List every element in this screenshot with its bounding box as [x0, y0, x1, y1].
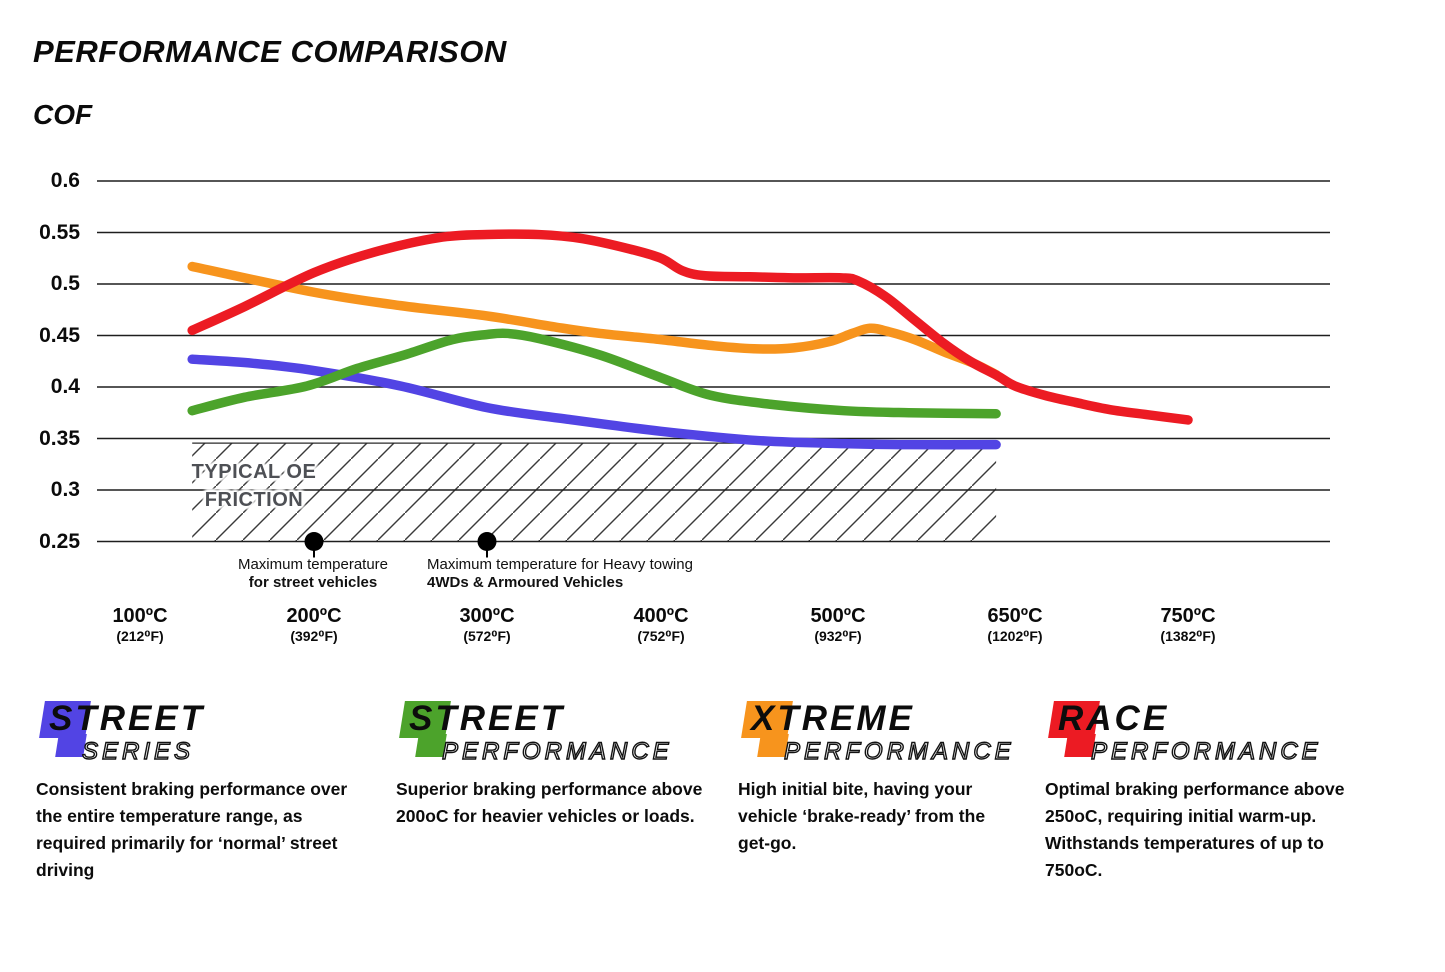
- y-axis-label: 0.55: [39, 220, 80, 244]
- logo-word2: PERFORMANCE: [1090, 737, 1322, 765]
- legend-description: High initial bite, having your vehicle ‘…: [738, 779, 986, 853]
- logo-word1: STREET: [409, 699, 566, 738]
- x-axis-label: 200ºC (392⁰F): [244, 604, 384, 645]
- y-axis-label: 0.45: [39, 323, 80, 347]
- x-axis-label-fahrenheit: (1202⁰F): [987, 628, 1043, 644]
- annotation-max-temp-street: Maximum temperature for street vehicles: [163, 556, 463, 592]
- legend-street-series: STREET SERIES Consistent braking perform…: [36, 698, 366, 884]
- typical-oe-friction-label: TYPICAL OE FRICTION: [186, 458, 322, 514]
- y-axis-title: COF: [33, 99, 93, 130]
- logo-word1: RACE: [1058, 699, 1170, 738]
- logo-word1: XTREME: [751, 699, 915, 738]
- x-axis-label-celsius: 300ºC: [459, 605, 515, 627]
- annotation-line2: 4WDs & Armoured Vehicles: [427, 574, 624, 591]
- typical-oe-friction-region: [192, 443, 997, 542]
- plot-canvas: [97, 180, 1330, 558]
- x-axis-label: 100ºC (212⁰F): [70, 604, 210, 645]
- x-axis-label-fahrenheit: (932⁰F): [814, 628, 862, 644]
- legend-description: Optimal braking performance above 250oC,…: [1045, 779, 1345, 880]
- x-axis-label-fahrenheit: (1382⁰F): [1160, 628, 1216, 644]
- series-street-performance: [187, 328, 1001, 419]
- annotation-dot: [304, 532, 324, 551]
- annotation-line1: Maximum temperature for Heavy towing: [427, 556, 693, 573]
- y-axis-label: 0.3: [50, 478, 80, 501]
- x-axis-label-fahrenheit: (752⁰F): [637, 628, 685, 644]
- x-axis-label: 400ºC (752⁰F): [591, 604, 731, 645]
- annotation-line1: Maximum temperature: [237, 556, 389, 573]
- series-race-performance: [187, 229, 1193, 425]
- series-street-series: [187, 354, 1001, 450]
- logo-word2: PERFORMANCE: [783, 737, 1015, 765]
- x-axis-label-celsius: 200ºC: [286, 605, 342, 627]
- y-axis-label: 0.35: [39, 426, 80, 450]
- legend-street-performance: STREET PERFORMANCE Superior braking perf…: [396, 698, 712, 830]
- legend-description: Consistent braking performance over the …: [36, 779, 348, 880]
- logo-word2: SERIES: [81, 737, 195, 765]
- y-axis-label: 0.5: [50, 272, 80, 295]
- annotation-line2: for street vehicles: [248, 574, 378, 591]
- legend-race-performance: RACE PERFORMANCE Optimal braking perform…: [1045, 698, 1367, 884]
- legend-xtreme-performance: XTREME PERFORMANCE High initial bite, ha…: [738, 698, 1018, 857]
- x-axis-label-celsius: 500ºC: [810, 605, 866, 627]
- x-axis-label: 650ºC (1202⁰F): [945, 604, 1085, 645]
- logo-word2: PERFORMANCE: [441, 737, 673, 765]
- performance-chart: 0.6 0.55 0.5 0.45 0.4 0.35 0.3 0.25 100ºC (212⁰F…: [39, 169, 1330, 645]
- y-axis-label: 0.25: [39, 529, 80, 553]
- x-axis-label-fahrenheit: (392⁰F): [290, 628, 338, 644]
- page-title: PERFORMANCE COMPARISON: [33, 34, 507, 69]
- street-performance-logo: STREET PERFORMANCE: [396, 698, 712, 770]
- oe-label-line1: TYPICAL OE: [191, 461, 317, 483]
- oe-label-line2: FRICTION: [204, 489, 304, 511]
- logo-word1: STREET: [49, 699, 206, 738]
- series-xtreme-performance: [187, 261, 1001, 380]
- x-axis-label-fahrenheit: (212⁰F): [116, 628, 164, 644]
- annotation-dot: [477, 532, 497, 551]
- x-axis-label: 750ºC (1382⁰F): [1118, 604, 1258, 645]
- legend-description: Superior braking performance above 200oC…: [396, 779, 703, 826]
- street-series-logo: STREET SERIES: [36, 698, 366, 770]
- y-axis-label: 0.6: [50, 169, 80, 192]
- y-axis-label: 0.4: [50, 375, 80, 398]
- annotation-max-temp-towing: Maximum temperature for Heavy towing 4WD…: [427, 556, 757, 592]
- x-axis-label-celsius: 100ºC: [112, 605, 168, 627]
- xtreme-performance-logo: XTREME PERFORMANCE: [738, 698, 1018, 770]
- x-axis-label: 300ºC (572⁰F): [417, 604, 557, 645]
- x-axis-label: 500ºC (932⁰F): [768, 604, 908, 645]
- x-axis-label-celsius: 750ºC: [1160, 605, 1216, 627]
- x-axis-label-fahrenheit: (572⁰F): [463, 628, 511, 644]
- race-performance-logo: RACE PERFORMANCE: [1045, 698, 1367, 770]
- x-axis-label-celsius: 400ºC: [633, 605, 689, 627]
- x-axis-label-celsius: 650ºC: [987, 605, 1043, 627]
